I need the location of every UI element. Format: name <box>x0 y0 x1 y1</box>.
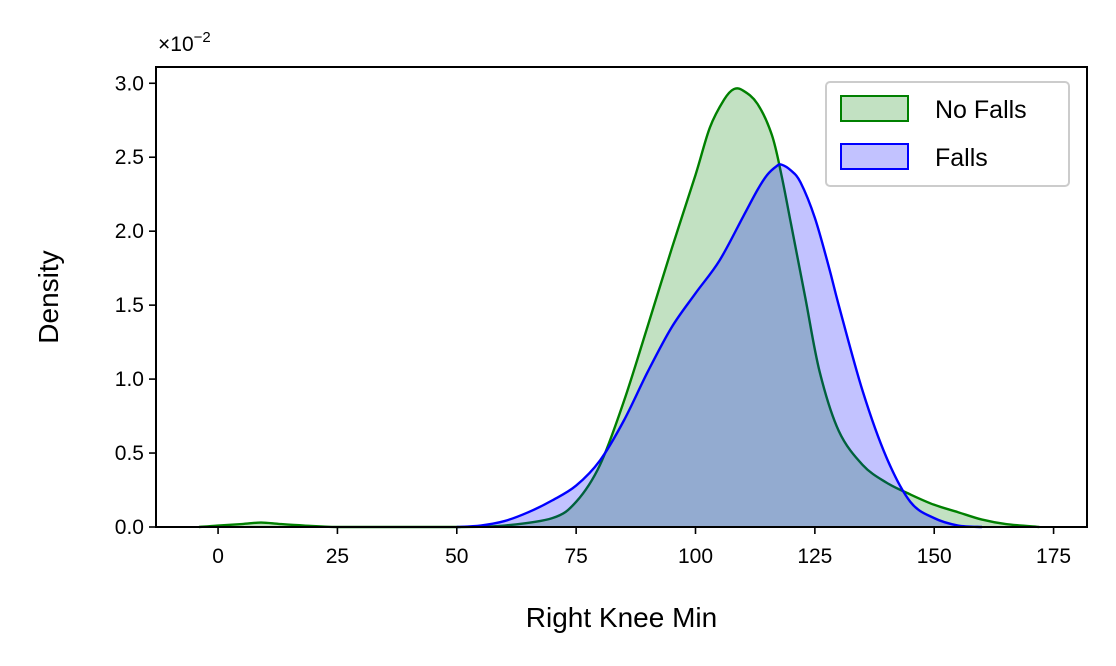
y-axis: 0.0 0.5 1.0 1.5 2.0 2.5 3.0 <box>115 72 156 539</box>
y-tick-label: 2.0 <box>115 220 144 243</box>
x-tick-label: 100 <box>678 545 713 568</box>
x-tick-label: 175 <box>1036 545 1071 568</box>
y-tick-label: 1.0 <box>115 368 144 391</box>
legend-frame <box>825 81 1070 187</box>
density-line-falls <box>456 163 983 529</box>
x-tick-label: 0 <box>212 545 224 568</box>
y-scale-offset: ×10−2 <box>158 29 211 56</box>
density-area-no-falls <box>198 88 1040 527</box>
legend-label-falls: Falls <box>935 144 988 172</box>
x-tick-label: 25 <box>326 545 349 568</box>
x-axis-label: Right Knee Min <box>526 602 717 633</box>
legend-swatch-falls <box>840 143 909 170</box>
y-axis-label: Density <box>33 250 64 343</box>
y-scale-multiplier: ×10 <box>158 33 194 56</box>
x-tick-label: 50 <box>445 545 468 568</box>
y-tick-label: 0.0 <box>115 516 144 539</box>
legend: No Falls Falls <box>825 81 1070 187</box>
density-area-falls <box>456 164 982 527</box>
x-tick-label: 150 <box>917 545 952 568</box>
x-tick-label: 125 <box>797 545 832 568</box>
plot-frame <box>155 66 1088 528</box>
legend-label-no-falls: No Falls <box>935 96 1027 124</box>
y-tick-label: 1.5 <box>115 294 144 317</box>
y-tick-label: 0.5 <box>115 442 144 465</box>
y-tick-label: 3.0 <box>115 72 144 95</box>
y-scale-exponent: −2 <box>194 29 211 46</box>
x-tick-label: 75 <box>564 545 587 568</box>
legend-swatch-no-falls <box>840 95 909 122</box>
y-tick-label: 2.5 <box>115 146 144 169</box>
x-axis: 0 25 50 75 100 125 150 175 <box>212 527 1071 568</box>
